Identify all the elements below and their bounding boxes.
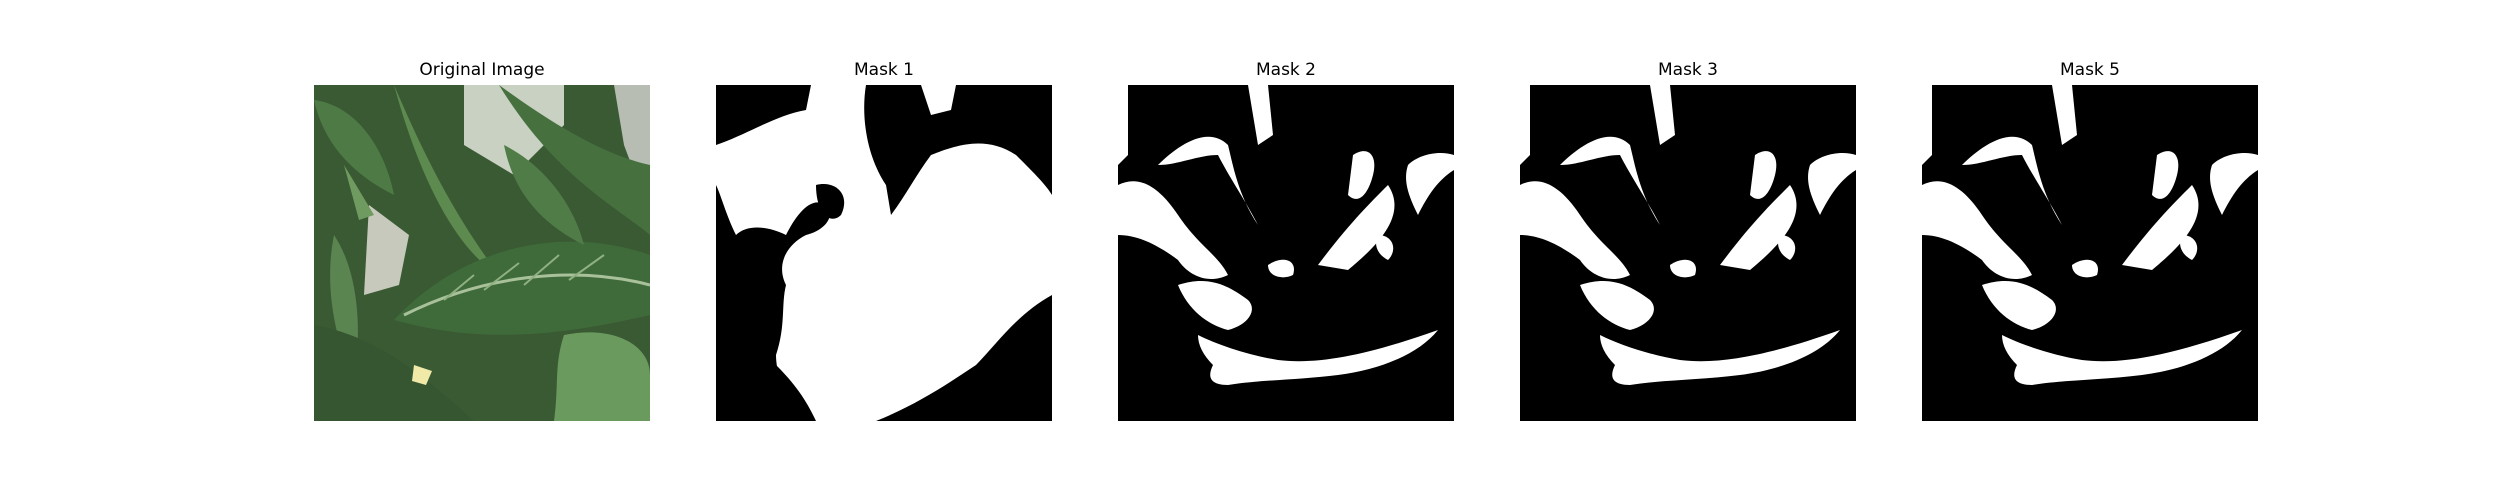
mask-3-graphic xyxy=(1520,85,1856,421)
mask-2-graphic xyxy=(1118,85,1454,421)
panel-title-mask-3: Mask 3 xyxy=(1657,60,1718,80)
panel-title-mask-5: Mask 5 xyxy=(2059,60,2120,80)
mask-1-graphic xyxy=(716,85,1052,421)
panel-title-mask-2: Mask 2 xyxy=(1255,60,1316,80)
mask-5-image xyxy=(1922,85,2258,421)
mask-1-image xyxy=(716,85,1052,421)
panel-title-mask-1: Mask 1 xyxy=(853,60,914,80)
panel-title-original-image: Original Image xyxy=(419,60,545,80)
mask-5-graphic xyxy=(1922,85,2258,421)
mask-2-image xyxy=(1118,85,1454,421)
original-image xyxy=(314,85,650,421)
mask-3-image xyxy=(1520,85,1856,421)
leaf-photo xyxy=(314,85,650,421)
